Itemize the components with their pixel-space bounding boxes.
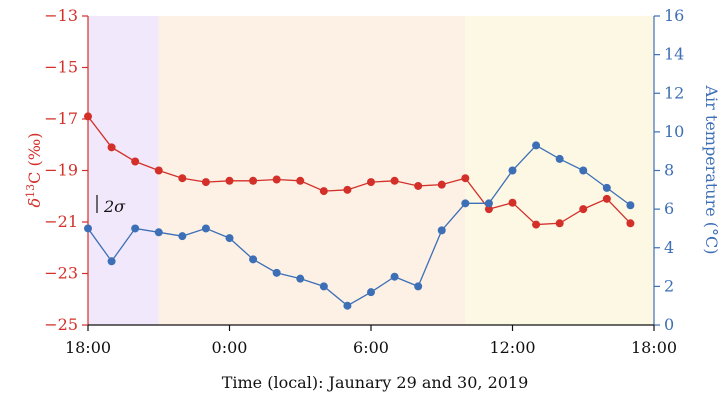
- right-tick-label: 4: [664, 238, 674, 257]
- data-point-right: [367, 288, 375, 297]
- data-point-left: [319, 187, 328, 196]
- data-point-left: [626, 219, 635, 228]
- data-point-right: [131, 224, 140, 233]
- right-axis-title: Air temperature (°C): [702, 84, 718, 254]
- data-point-right: [555, 154, 564, 163]
- right-tick-label: 0: [664, 315, 674, 334]
- background-band-1: [88, 16, 159, 325]
- data-point-left: [107, 143, 116, 152]
- data-point-left: [249, 176, 258, 185]
- data-point-left: [178, 174, 187, 183]
- x-tick-label: 6:00: [353, 338, 389, 357]
- data-point-left: [414, 181, 423, 190]
- data-point-left: [225, 176, 234, 185]
- left-tick-label: −17: [44, 109, 78, 128]
- left-tick-label: −15: [44, 58, 78, 77]
- left-tick-label: −23: [44, 264, 78, 283]
- data-point-right: [319, 282, 328, 291]
- two-sigma-annotation: 2σ: [103, 197, 126, 216]
- data-point-left: [367, 178, 375, 187]
- data-point-left: [296, 176, 305, 185]
- right-tick-label: 10: [664, 122, 684, 141]
- left-tick-label: −25: [44, 315, 78, 334]
- background-bands: [88, 16, 654, 325]
- data-point-right: [272, 268, 281, 277]
- data-point-left: [154, 166, 163, 175]
- data-point-left: [343, 185, 352, 194]
- left-axis-title-superscript: 13: [24, 184, 37, 198]
- data-point-right: [414, 282, 423, 291]
- data-point-right: [201, 224, 210, 233]
- data-point-right: [484, 199, 493, 208]
- data-point-right: [437, 226, 446, 235]
- left-tick-label: −13: [44, 6, 78, 25]
- right-tick-label: 14: [664, 45, 684, 64]
- data-point-right: [579, 166, 588, 175]
- x-tick-label: 0:00: [212, 338, 248, 357]
- data-point-left: [579, 205, 588, 214]
- left-axis-title-delta: δ: [25, 198, 44, 208]
- data-point-right: [154, 228, 163, 237]
- left-axis-title: δ13C (‰): [24, 133, 44, 208]
- data-point-left: [84, 112, 92, 121]
- data-point-right: [532, 141, 541, 150]
- data-point-left: [201, 178, 210, 187]
- right-tick-label: 16: [664, 6, 684, 25]
- data-point-right: [249, 255, 258, 264]
- series-lines: [84, 112, 635, 310]
- background-band-3: [465, 16, 654, 325]
- right-tick-label: 2: [664, 276, 674, 295]
- x-axis-title: Time (local): Jaunary 29 and 30, 2019: [222, 373, 529, 392]
- right-tick-label: 12: [664, 83, 684, 102]
- x-tick-label: 18:00: [65, 338, 111, 357]
- right-tick-label: 8: [664, 161, 674, 180]
- data-point-left: [555, 219, 564, 228]
- background-band-2: [158, 16, 466, 325]
- data-point-left: [532, 220, 541, 229]
- tick-labels: −25 −23 −21 −19 −17 −15 −13 0 2 4 6 8 10 12 14 16 18:00 0…: [44, 6, 684, 357]
- axes: [82, 15, 660, 331]
- data-point-left: [461, 174, 470, 183]
- data-point-right: [225, 234, 234, 243]
- data-point-right: [296, 274, 305, 283]
- left-tick-label: −21: [44, 212, 78, 231]
- right-tick-label: 6: [664, 199, 674, 218]
- data-point-right: [178, 232, 187, 241]
- x-tick-label: 18:00: [631, 338, 677, 357]
- left-axis-title-rest: C (‰): [25, 133, 44, 184]
- data-point-right: [343, 301, 352, 310]
- data-point-left: [272, 175, 281, 184]
- data-point-right: [626, 201, 635, 210]
- data-point-left: [131, 157, 140, 166]
- data-point-right: [508, 166, 517, 175]
- data-point-left: [437, 180, 446, 189]
- data-point-right: [390, 272, 399, 281]
- data-point-left: [484, 205, 493, 214]
- data-point-right: [461, 199, 470, 208]
- data-point-left: [508, 198, 517, 207]
- data-point-left: [602, 194, 611, 203]
- data-point-left: [390, 176, 399, 185]
- data-point-right: [107, 257, 116, 266]
- data-point-right: [602, 183, 611, 192]
- x-tick-label: 12:00: [489, 338, 535, 357]
- left-tick-label: −19: [44, 161, 78, 180]
- data-point-right: [84, 224, 92, 233]
